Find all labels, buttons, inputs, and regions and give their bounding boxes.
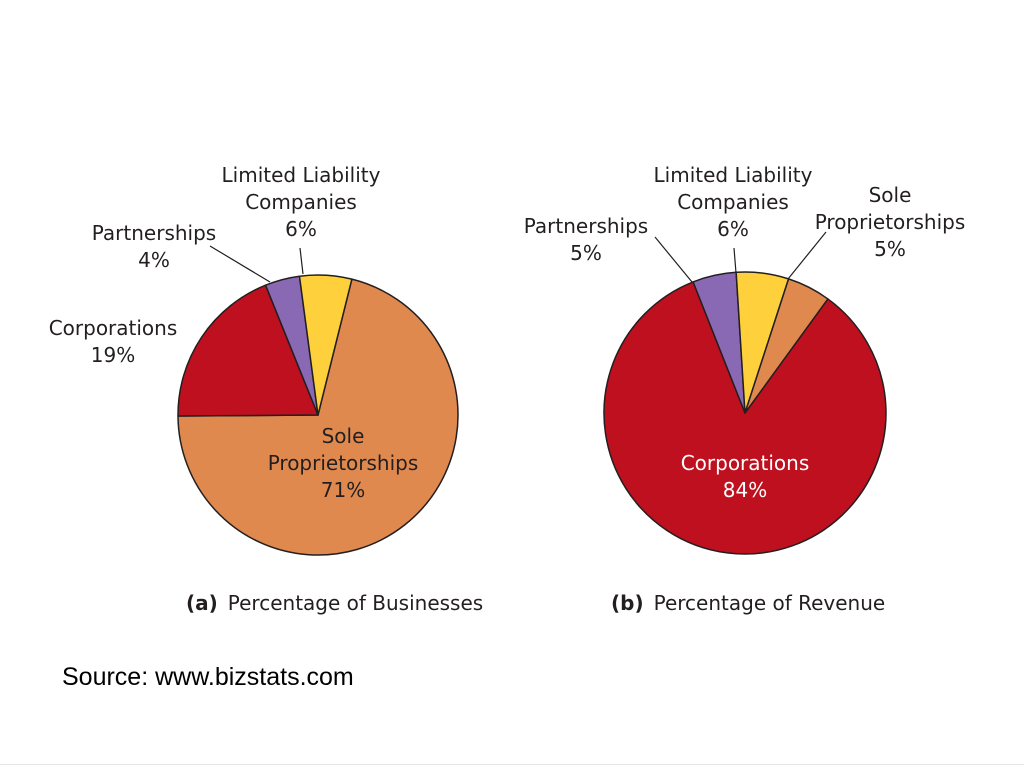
slice-sole-proprietorships bbox=[177, 278, 459, 556]
slice-label-sole-proprietorships: Sole Proprietorships 5% bbox=[815, 183, 966, 261]
leader-line-partnerships bbox=[654, 236, 693, 283]
slice-label-corporations: Corporations 84% bbox=[681, 451, 810, 502]
slice-label-limited-liability-companies: Limited Liability Companies 6% bbox=[654, 163, 813, 241]
slice-label-partnerships: Partnerships 4% bbox=[92, 221, 216, 272]
source-note: Source: www.bizstats.com bbox=[62, 663, 354, 691]
leader-line-limited-liability-companies bbox=[733, 247, 737, 274]
chart-caption-b: (b) Percentage of Revenue bbox=[611, 591, 885, 615]
slice-label-corporations: Corporations 19% bbox=[49, 316, 178, 367]
slice-corporations bbox=[177, 284, 319, 417]
pie-chart-b: Sole Proprietorships 5% Corporations 84% Part… bbox=[524, 163, 966, 615]
slice-corporations bbox=[603, 281, 887, 555]
leader-line-sole-proprietorships bbox=[787, 231, 827, 280]
slice-label-limited-liability-companies: Limited Liability Companies 6% bbox=[222, 163, 381, 241]
chart-caption-a: (a) Percentage of Businesses bbox=[186, 591, 483, 615]
slice-label-sole-proprietorships: Sole Proprietorships 71% bbox=[268, 424, 419, 502]
pie-chart-a: Sole Proprietorships 71% Corporations 19% Par… bbox=[49, 163, 483, 615]
leader-line-limited-liability-companies bbox=[299, 247, 304, 275]
slice-limited-liability-companies bbox=[298, 274, 353, 416]
leader-line-partnerships bbox=[209, 245, 271, 283]
slice-label-partnerships: Partnerships 5% bbox=[524, 214, 648, 265]
bottom-divider bbox=[0, 764, 1024, 765]
